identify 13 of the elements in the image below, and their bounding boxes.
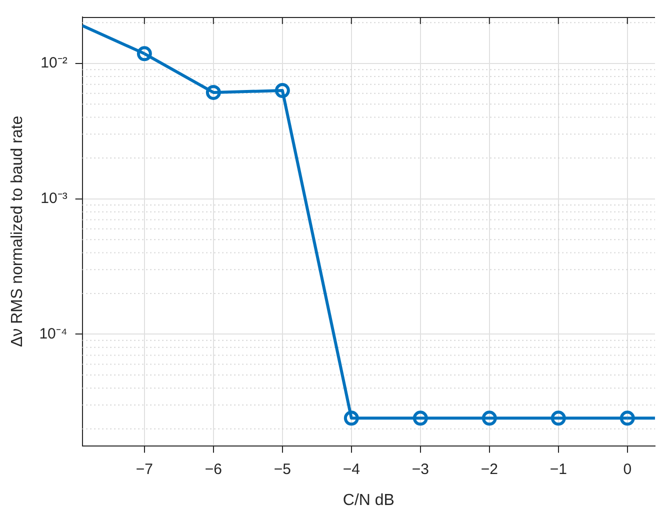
x-tick-label: −6 xyxy=(204,460,222,478)
x-tick-label: −7 xyxy=(136,460,153,478)
y-tick-label: 10⁻² xyxy=(40,54,68,72)
y-tick-label: 10⁻⁴ xyxy=(39,325,68,342)
y-axis-title: Δν RMS normalized to baud rate xyxy=(9,116,26,348)
y-tick-label: 10⁻³ xyxy=(40,190,68,207)
x-tick-label: −1 xyxy=(550,460,567,478)
x-tick-label: 0 xyxy=(623,460,632,478)
x-axis-title: C/N dB xyxy=(342,492,394,509)
x-tick-label: −3 xyxy=(412,460,429,478)
x-tick-label: −2 xyxy=(480,460,498,478)
x-tick-label: −4 xyxy=(342,460,360,478)
x-tick-label: −5 xyxy=(274,460,291,478)
